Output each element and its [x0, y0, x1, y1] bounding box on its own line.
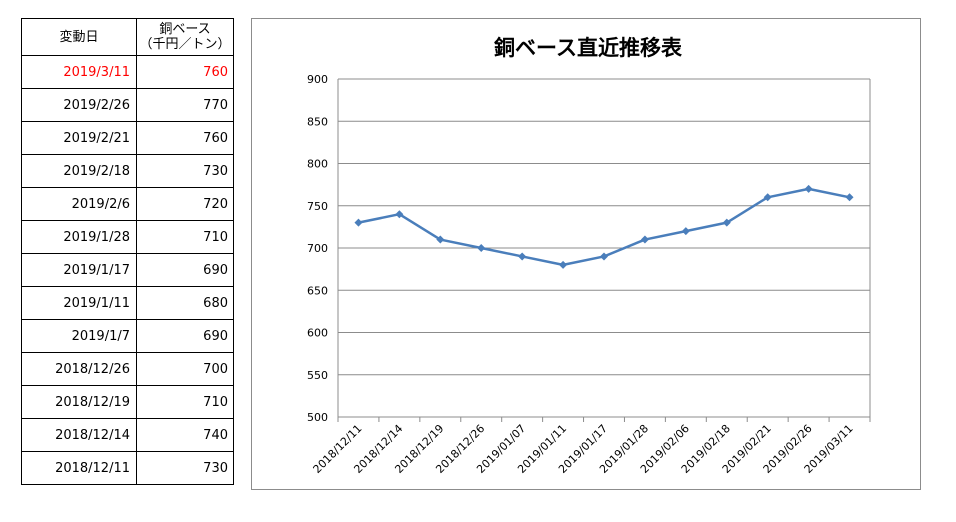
data-point [681, 227, 690, 236]
table-row: 2019/2/18 730 [21, 154, 234, 188]
table-row: 2019/3/11 760 [21, 55, 234, 89]
date-cell: 2018/12/14 [21, 418, 137, 452]
table-row: 2019/1/17 690 [21, 253, 234, 287]
price-cell: 690 [136, 253, 234, 287]
data-point [518, 252, 527, 261]
date-cell: 2019/1/17 [21, 253, 137, 287]
data-point [640, 235, 649, 244]
y-tick-label: 650 [307, 284, 328, 297]
y-tick-label: 700 [307, 242, 328, 255]
price-cell: 730 [136, 451, 234, 485]
date-cell: 2019/1/11 [21, 286, 137, 320]
data-point [354, 218, 363, 227]
price-table: 変動日 銅ベース （千円／トン） 2019/3/11 760 2019/2/26 7… [21, 18, 234, 485]
header-price-line2: （千円／トン） [139, 37, 231, 52]
table-row: 2018/12/19 710 [21, 385, 234, 419]
price-cell: 760 [136, 121, 234, 155]
price-cell: 720 [136, 187, 234, 221]
table-header-row: 変動日 銅ベース （千円／トン） [21, 18, 234, 56]
date-cell: 2019/2/18 [21, 154, 137, 188]
price-cell: 760 [136, 55, 234, 89]
date-cell: 2018/12/11 [21, 451, 137, 485]
date-cell: 2018/12/26 [21, 352, 137, 386]
table-row: 2019/1/28 710 [21, 220, 234, 254]
data-point [763, 193, 772, 202]
price-cell: 770 [136, 88, 234, 122]
y-tick-label: 750 [307, 200, 328, 213]
chart-area: 銅ベース直近推移表 900 850 800 750 700 650 600 550 500 20… [251, 18, 921, 490]
table-row: 2018/12/14 740 [21, 418, 234, 452]
data-point [845, 193, 854, 202]
date-cell: 2019/1/7 [21, 319, 137, 353]
data-point [722, 218, 731, 227]
table-row: 2019/2/6 720 [21, 187, 234, 221]
date-cell: 2019/2/21 [21, 121, 137, 155]
header-price-line1: 銅ベース [159, 22, 211, 37]
price-cell: 710 [136, 220, 234, 254]
header-date: 変動日 [21, 18, 137, 56]
table-row: 2018/12/11 730 [21, 451, 234, 485]
table-row: 2019/2/26 770 [21, 88, 234, 122]
y-tick-label: 500 [307, 411, 328, 424]
data-point [395, 210, 404, 219]
table-row: 2018/12/26 700 [21, 352, 234, 386]
price-cell: 700 [136, 352, 234, 386]
price-cell: 730 [136, 154, 234, 188]
data-point [804, 184, 813, 193]
data-point [436, 235, 445, 244]
date-cell: 2019/3/11 [21, 55, 137, 89]
data-point [600, 252, 608, 261]
data-point [477, 244, 486, 252]
y-tick-label: 550 [307, 369, 328, 382]
price-cell: 690 [136, 319, 234, 353]
price-cell: 710 [136, 385, 234, 419]
table-row: 2019/2/21 760 [21, 121, 234, 155]
price-cell: 740 [136, 418, 234, 452]
y-tick-label: 600 [307, 327, 328, 340]
date-cell: 2018/12/19 [21, 385, 137, 419]
header-price: 銅ベース （千円／トン） [136, 18, 234, 56]
table-row: 2019/1/7 690 [21, 319, 234, 353]
chart-title: 銅ベース直近推移表 [494, 36, 683, 60]
data-point [559, 260, 568, 269]
y-tick-label: 800 [307, 158, 328, 171]
date-cell: 2019/2/6 [21, 187, 137, 221]
table-row: 2019/1/11 680 [21, 286, 234, 320]
date-cell: 2019/1/28 [21, 220, 137, 254]
price-cell: 680 [136, 286, 234, 320]
y-tick-label: 900 [307, 73, 328, 86]
y-tick-label: 850 [307, 115, 328, 128]
date-cell: 2019/2/26 [21, 88, 137, 122]
